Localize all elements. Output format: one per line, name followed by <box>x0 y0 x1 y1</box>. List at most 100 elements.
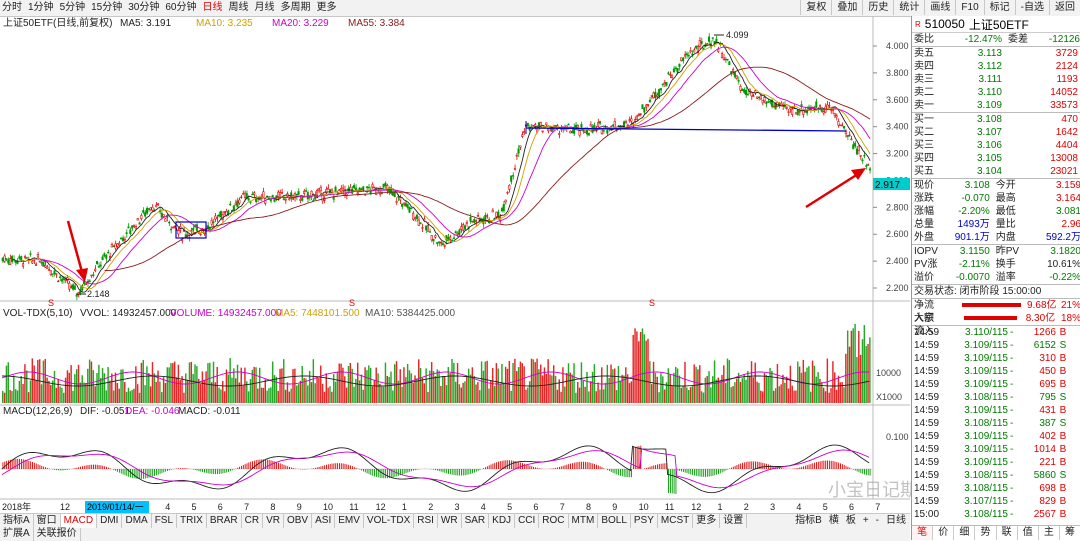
candle-body <box>9 258 12 265</box>
tool-button[interactable]: 历史 <box>862 0 893 15</box>
quote-tab[interactable]: 值 <box>1018 526 1039 540</box>
quote-tab[interactable]: 主 <box>1039 526 1060 540</box>
period-toolbar: 分时 1分钟 5分钟 15分钟 30分钟 60分钟 日线 周线 月线 多周期 更多 复权 叠加 历史 统计… <box>0 0 1080 17</box>
candle-body <box>279 191 282 197</box>
volume-bar <box>416 378 418 403</box>
indicator-tab[interactable]: VOL-TDX <box>364 514 415 528</box>
indicator-tab[interactable]: KDJ <box>489 514 516 528</box>
volume-bar <box>207 363 209 403</box>
quote-tab[interactable]: 细 <box>954 526 976 540</box>
chart-control[interactable]: 板 <box>845 515 856 526</box>
period-tab[interactable]: 30分钟 <box>128 2 160 13</box>
indicator-tab[interactable]: FSL <box>152 514 178 528</box>
period-tab[interactable]: 5分钟 <box>59 2 86 13</box>
candle-body <box>73 285 76 290</box>
volume-bar <box>473 375 475 403</box>
volume-bar <box>414 375 416 403</box>
period-tab[interactable]: 周线 <box>228 2 249 13</box>
indicator-tab[interactable]: MTM <box>569 514 599 528</box>
tick-time: 14:59 <box>914 457 940 468</box>
indicator-tab[interactable]: MCST <box>658 514 694 528</box>
quote-tab[interactable]: 筹 <box>1060 526 1080 540</box>
indicator-tab[interactable]: VR <box>263 514 284 528</box>
period-tab[interactable]: 更多 <box>316 2 337 13</box>
indicator-tab[interactable]: ROC <box>539 514 569 528</box>
indicator-tab[interactable]: 窗口 <box>34 514 61 528</box>
indicator-tab[interactable]: SAR <box>462 514 490 528</box>
candle-body <box>641 104 644 109</box>
volume-bar <box>288 391 291 403</box>
x-axis-month-label: 11 <box>349 502 358 512</box>
candle-body <box>611 124 614 127</box>
indicator-tab[interactable]: ASI <box>312 514 336 528</box>
indicator-tab[interactable]: WR <box>438 514 462 528</box>
chart-control[interactable]: - <box>875 515 879 526</box>
tool-button[interactable]: 复权 <box>800 0 831 15</box>
period-tab[interactable]: 60分钟 <box>165 2 197 13</box>
candle-body <box>515 154 518 157</box>
volume-bar <box>445 385 448 403</box>
volume-bar <box>138 392 141 403</box>
x-axis-month-label: 5 <box>823 502 828 512</box>
tick-row: 14:59 3.110/115- 1266 B <box>912 326 1080 339</box>
indicator-tab[interactable]: CR <box>242 514 264 528</box>
indicator-tab[interactable]: OBV <box>284 514 313 528</box>
price-tick-label: 3.400 <box>886 122 909 132</box>
asks-label: 卖五 <box>914 48 934 59</box>
volume-bar <box>832 361 834 403</box>
indicator-tab[interactable]: TRIX <box>177 514 207 528</box>
indicator-tab[interactable]: PSY <box>631 514 658 528</box>
volume-bar <box>164 382 167 403</box>
tool-button[interactable]: 叠加 <box>831 0 862 15</box>
chart-control[interactable]: 横 <box>828 515 839 526</box>
tick-volume: 829 <box>1039 496 1056 507</box>
indicator-tab[interactable]: 设置 <box>720 514 748 528</box>
indicator-tab[interactable]: DMA <box>122 514 152 528</box>
indicator-tab[interactable]: EMV <box>335 514 364 528</box>
volume-bar <box>453 362 455 403</box>
volume-bar <box>623 375 625 403</box>
candle-body <box>432 239 435 242</box>
extension-tab[interactable]: 关联报价 <box>34 528 81 541</box>
volume-bar <box>212 361 215 403</box>
tool-button[interactable]: 标记 <box>983 0 1015 15</box>
period-tab[interactable]: 多周期 <box>280 2 311 13</box>
candle-body <box>214 215 217 220</box>
quote-tab[interactable]: 价 <box>933 526 955 540</box>
volume-bar <box>162 377 165 403</box>
period-tab[interactable]: 分时 <box>2 2 22 13</box>
candle-body <box>828 104 831 107</box>
period-tab[interactable]: 日线 <box>202 2 223 13</box>
chart-control[interactable]: 日线 <box>886 515 906 526</box>
tool-button[interactable]: 画线 <box>924 0 955 15</box>
quote-tab[interactable]: 势 <box>975 526 997 540</box>
quote-tab[interactable]: 笔 <box>912 526 934 540</box>
chart-control[interactable]: + <box>862 515 869 526</box>
indicator-tab[interactable]: 更多 <box>693 514 721 528</box>
period-tab[interactable]: 15分钟 <box>91 2 123 13</box>
kline-chart-area[interactable]: 上证50ETF(日线,前复权) VOL-TDX(5,10) VVOL: 1493… <box>0 16 910 513</box>
chart-control[interactable]: 指标B <box>795 515 822 526</box>
indicator-tab[interactable]: DMI <box>97 514 123 528</box>
kline-chart-svg[interactable]: 上证50ETF(日线,前复权) VOL-TDX(5,10) VVOL: 1493… <box>0 16 910 513</box>
tool-button[interactable]: F10 <box>955 0 983 15</box>
indicator-tab[interactable]: BOLL <box>598 514 631 528</box>
indicator-tab[interactable]: 指标A <box>0 514 34 528</box>
candle-body <box>665 81 668 86</box>
tool-button[interactable]: -自选 <box>1014 0 1049 15</box>
tool-button[interactable]: 统计 <box>893 0 924 15</box>
indicator-tab[interactable]: MACD <box>60 514 98 528</box>
extension-tab[interactable]: 扩展A <box>0 528 34 541</box>
indicator-tab[interactable]: RSI <box>414 514 438 528</box>
period-tab[interactable]: 1分钟 <box>28 2 54 13</box>
tick-list[interactable]: 14:59 3.110/115-1266 B 14:59 3.109/115-6152 S… <box>912 325 1080 521</box>
indicator-tab[interactable]: CCI <box>515 514 540 528</box>
tool-button[interactable]: 返回 <box>1049 0 1080 15</box>
quote-tab[interactable]: 联 <box>997 526 1018 540</box>
period-tab[interactable]: 月线 <box>254 2 275 13</box>
candle-body <box>732 69 735 72</box>
candle-body <box>288 198 291 201</box>
indicator-tab[interactable]: BRAR <box>207 514 242 528</box>
candle-body <box>90 274 93 277</box>
candle-body <box>735 75 738 79</box>
